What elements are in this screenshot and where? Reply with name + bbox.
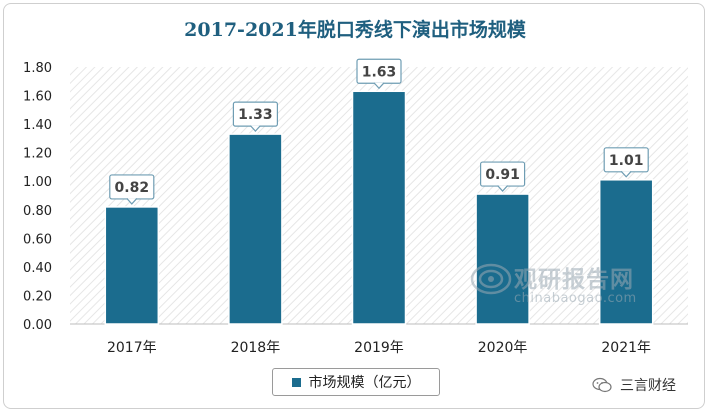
- y-tick-label: 0.40: [23, 261, 52, 276]
- y-tick-label: 1.60: [23, 90, 52, 105]
- bar: [228, 133, 283, 325]
- data-label-pointer: [249, 125, 261, 132]
- y-tick-label: 0.20: [23, 289, 52, 304]
- bar: [475, 193, 530, 325]
- watermark-logo-icon: [470, 263, 512, 295]
- wechat-icon: [592, 377, 612, 393]
- watermark-site: chinabaogao.com: [514, 291, 637, 306]
- bar: [104, 206, 160, 325]
- data-label-pointer: [620, 170, 632, 178]
- legend-label: 市场规模（亿元）: [308, 375, 421, 391]
- data-label: 1.33: [238, 107, 273, 123]
- bar: [351, 90, 407, 325]
- brand: 三言财经: [592, 375, 676, 395]
- legend: 市场规模（亿元）: [272, 368, 440, 396]
- x-tick-label: 2018年: [231, 340, 281, 356]
- watermark: 观研报告网 chinabaogao.com: [470, 258, 670, 314]
- x-tick-label: 2020年: [478, 340, 528, 356]
- y-tick-label: 0.80: [23, 204, 52, 219]
- x-tick-label: 2019年: [354, 340, 404, 356]
- data-label: 0.91: [485, 167, 520, 183]
- y-tick-label: 1.00: [23, 175, 52, 190]
- chart-title: 2017-2021年脱口秀线下演出市场规模: [184, 19, 526, 41]
- data-label-pointer: [497, 185, 509, 192]
- legend-swatch: [291, 377, 301, 387]
- y-tick-label: 1.80: [23, 61, 52, 76]
- data-label-pointer: [373, 82, 385, 90]
- bar: [598, 179, 654, 325]
- y-tick-label: 1.40: [23, 118, 52, 133]
- data-label: 1.63: [362, 64, 397, 80]
- y-tick-label: 0.60: [23, 232, 52, 247]
- data-label-pointer: [126, 198, 138, 205]
- x-tick-label: 2017年: [107, 340, 157, 356]
- x-tick-label: 2021年: [601, 340, 651, 356]
- brand-label: 三言财经: [620, 378, 676, 394]
- y-tick-label: 1.20: [23, 147, 52, 162]
- data-label: 0.82: [115, 180, 150, 196]
- watermark-name: 观研报告网: [514, 267, 634, 293]
- y-tick-label: 0.00: [23, 318, 52, 333]
- data-label: 1.01: [609, 153, 644, 169]
